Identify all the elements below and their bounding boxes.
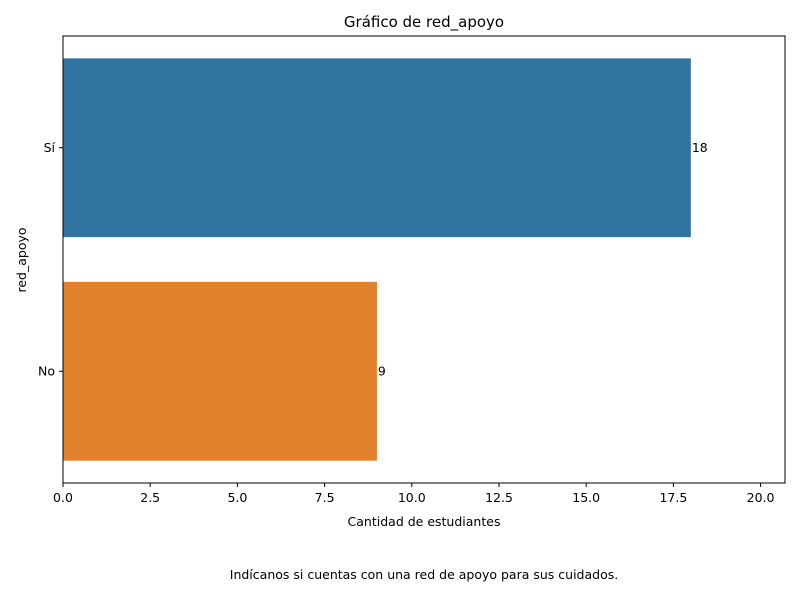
- x-tick-label-5: 12.5: [485, 490, 513, 505]
- x-axis-label: Cantidad de estudiantes: [348, 514, 501, 529]
- y-tick-label-0: Sí: [44, 140, 56, 155]
- chart-title: Gráfico de red_apoyo: [344, 13, 504, 32]
- x-tick-label-1: 2.5: [140, 490, 160, 505]
- y-axis-label: red_apoyo: [14, 227, 29, 292]
- x-tick-label-2: 5.0: [227, 490, 247, 505]
- x-tick-label-4: 10.0: [398, 490, 426, 505]
- x-axis-ticks: 0.0 2.5 5.0 7.5 10.0 12.5 15.0 17.5 20.0: [53, 483, 775, 505]
- data-label-0: 18: [692, 140, 708, 155]
- y-axis-ticks: Sí No: [38, 140, 63, 378]
- data-label-1: 9: [378, 363, 386, 378]
- bar-1: [63, 281, 377, 461]
- x-tick-label-8: 20.0: [747, 490, 775, 505]
- x-tick-label-0: 0.0: [53, 490, 73, 505]
- x-tick-label-7: 17.5: [659, 490, 687, 505]
- chart-caption: Indícanos si cuentas con una red de apoy…: [230, 567, 618, 582]
- plot-frame: [62, 35, 786, 484]
- data-labels-group: 18 9: [378, 140, 708, 379]
- bars-group: [63, 58, 691, 461]
- y-tick-label-1: No: [38, 363, 55, 378]
- x-tick-label-3: 7.5: [315, 490, 335, 505]
- x-tick-label-6: 15.0: [572, 490, 600, 505]
- bar-0: [63, 58, 691, 238]
